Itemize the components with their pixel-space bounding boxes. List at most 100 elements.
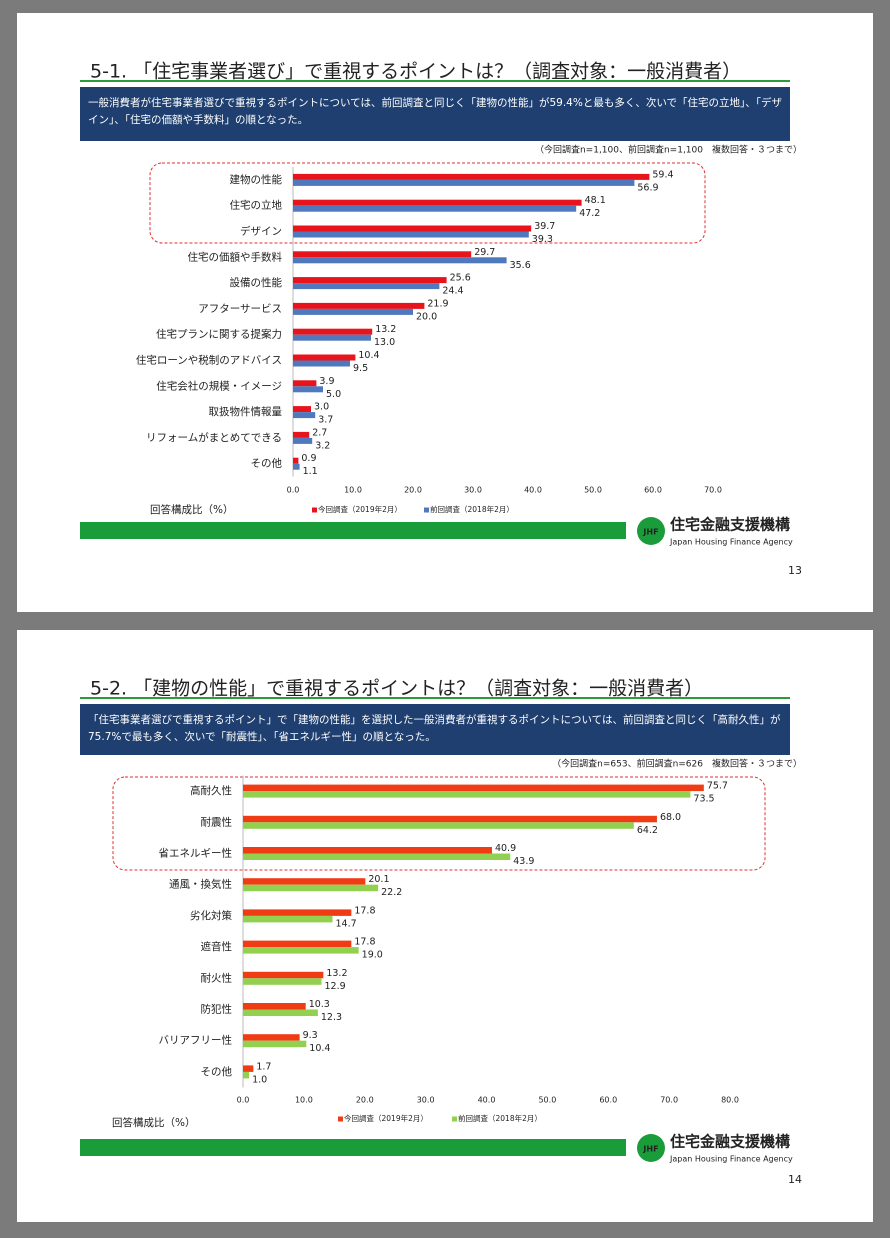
bar [293, 231, 529, 238]
value-label: 17.8 [354, 937, 375, 948]
category-label: 住宅の価額や手数料 [188, 250, 283, 263]
value-label: 48.1 [585, 195, 606, 206]
category-label: 耐震性 [201, 815, 233, 828]
value-label: 9.3 [303, 1030, 318, 1041]
note: （今回調査n=1,100、前回調査n=1,100 複数回答・３つまで） [535, 144, 802, 156]
bar [293, 251, 472, 258]
legend-swatch [312, 507, 317, 513]
bar [243, 853, 511, 860]
x-tick-label: 20.0 [404, 486, 422, 495]
bar [293, 179, 635, 186]
value-label: 3.2 [315, 440, 330, 451]
highlight-box [112, 776, 766, 871]
value-label: 1.0 [252, 1074, 267, 1085]
category-label: 劣化対策 [190, 909, 232, 922]
bar [293, 406, 311, 413]
value-label: 13.2 [326, 968, 347, 979]
value-label: 3.9 [319, 376, 334, 387]
bar [293, 431, 310, 438]
category-label: 設備の性能 [230, 276, 283, 289]
x-axis-title: 回答構成比（%） [150, 503, 233, 516]
value-label: 47.2 [579, 208, 600, 219]
x-axis-title: 回答構成比（%） [112, 1116, 195, 1129]
bar [293, 257, 507, 264]
bar [243, 847, 492, 854]
x-tick-label: 40.0 [524, 486, 542, 495]
bar [293, 302, 425, 309]
category-label: 耐火性 [201, 971, 233, 984]
category-label: アフターサービス [198, 303, 282, 315]
value-label: 1.7 [256, 1061, 271, 1072]
value-label: 13.2 [375, 324, 396, 335]
bar [243, 1034, 300, 1041]
x-tick-label: 70.0 [704, 486, 722, 495]
value-label: 0.9 [301, 453, 316, 464]
value-label: 39.3 [532, 234, 553, 245]
x-tick-label: 10.0 [295, 1096, 313, 1105]
bar [293, 463, 300, 470]
legend-label: 前回調査（2018年2月） [430, 504, 514, 514]
value-label: 5.0 [326, 389, 341, 400]
title-rule [80, 697, 790, 699]
value-label: 3.0 [314, 402, 329, 413]
bar [243, 1065, 254, 1072]
footer-bar [80, 1139, 626, 1156]
x-tick-label: 30.0 [417, 1096, 435, 1105]
category-label: 住宅の立地 [230, 199, 283, 212]
slide-title: 5-1. 「住宅事業者選び」で重視するポイントは？（調査対象：一般消費者） [90, 61, 741, 83]
bar [293, 225, 532, 232]
value-label: 10.4 [358, 350, 379, 361]
bar [243, 815, 657, 823]
bar [293, 199, 582, 206]
bar [293, 334, 371, 341]
bar [243, 791, 691, 798]
logo-name: 住宅金融支援機構 [670, 1133, 790, 1151]
value-label: 10.3 [309, 999, 330, 1010]
value-label: 64.2 [637, 825, 658, 836]
category-label: 取扱物件情報量 [209, 405, 283, 418]
value-label: 59.4 [652, 169, 673, 180]
value-label: 22.2 [381, 887, 402, 898]
value-label: 2.7 [312, 427, 327, 438]
category-label: 住宅ローンや税制のアドバイス [136, 354, 282, 367]
bar [293, 437, 313, 444]
note: （今回調査n=653、前回調査n=626 複数回答・３つまで） [552, 758, 802, 770]
title-rule [80, 80, 790, 82]
legend-label: 前回調査（2018年2月） [458, 1113, 542, 1123]
bar [243, 971, 324, 979]
value-label: 1.1 [303, 466, 318, 477]
bar [293, 283, 440, 290]
value-label: 35.6 [510, 260, 531, 271]
x-tick-label: 40.0 [478, 1096, 496, 1105]
value-label: 24.4 [442, 286, 463, 297]
bar [293, 205, 577, 212]
value-label: 39.7 [534, 221, 555, 232]
value-label: 12.3 [321, 1012, 342, 1023]
x-tick-label: 60.0 [644, 486, 662, 495]
bar [293, 457, 299, 464]
bar [293, 277, 447, 284]
category-label: その他 [201, 1065, 233, 1078]
x-tick-label: 80.0 [721, 1096, 739, 1105]
bar [293, 173, 650, 180]
category-label: 建物の性能 [230, 173, 283, 186]
bar [293, 380, 317, 387]
bar [293, 386, 323, 393]
value-label: 20.0 [416, 311, 437, 322]
bar [243, 978, 322, 985]
category-label: 防犯性 [201, 1003, 233, 1016]
bar [243, 940, 352, 948]
value-label: 13.0 [374, 337, 395, 348]
bar [243, 947, 359, 954]
bar [243, 1009, 318, 1016]
bar [293, 412, 316, 419]
value-label: 14.7 [335, 918, 356, 929]
value-label: 10.4 [309, 1043, 330, 1054]
bar [293, 360, 350, 367]
bar [243, 822, 634, 829]
summary: 一般消費者が住宅事業者選びで重視するポイントについては、前回調査と同じく「建物の… [88, 97, 783, 126]
summary-box [80, 87, 790, 141]
value-label: 19.0 [362, 950, 383, 961]
x-tick-label: 20.0 [356, 1096, 374, 1105]
